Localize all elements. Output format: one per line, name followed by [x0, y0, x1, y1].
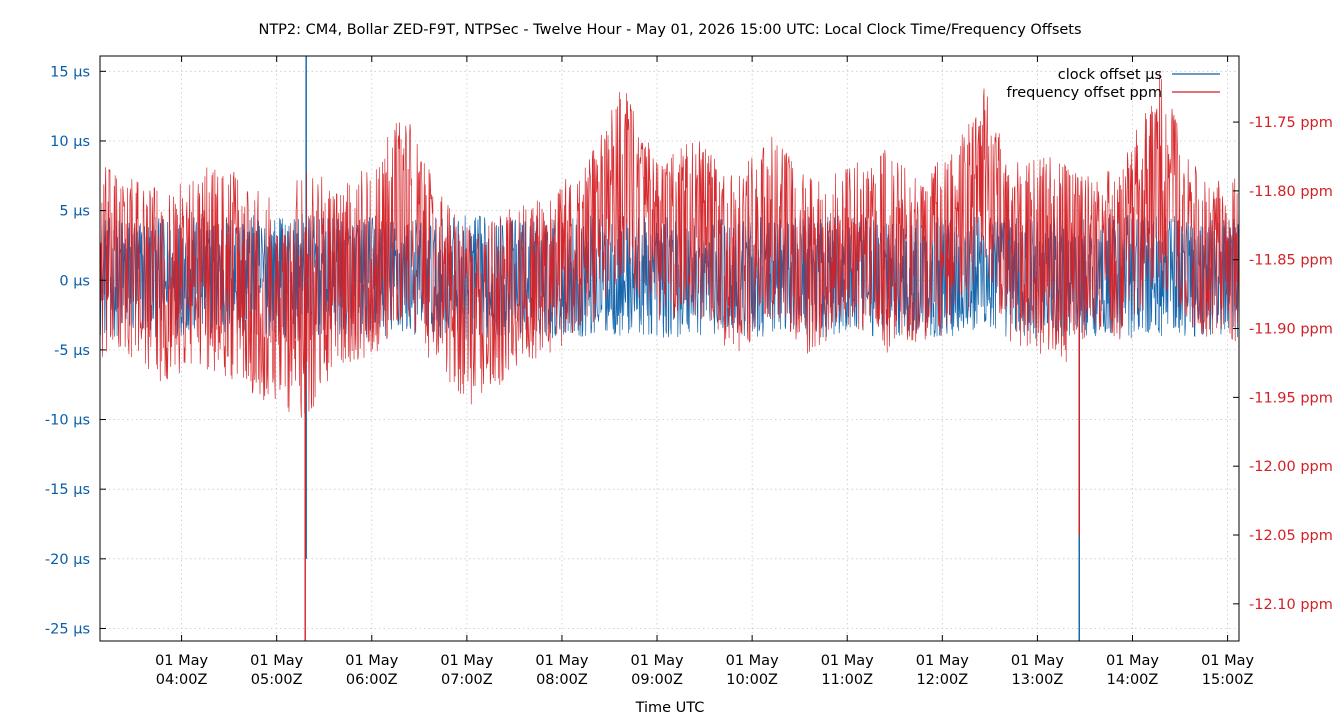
axes-group: 01 May 04:00Z 01 May 05:00Z 01 May 06:00Z 01 M… [45, 56, 1333, 688]
legend-entry-label: clock offset µs [1058, 67, 1162, 83]
grid-group [100, 56, 1239, 641]
x-tick-label-time: 04:00Z [156, 672, 208, 688]
x-axis-label: Time UTC [635, 700, 705, 716]
y-tick-label: -5 µs [54, 343, 90, 359]
y2-tick-label: -12.00 ppm [1249, 459, 1333, 475]
x-tick-label-date: 01 May [1011, 653, 1064, 669]
x-tick-label-date: 01 May [821, 653, 874, 669]
x-tick-label-date: 01 May [250, 653, 303, 669]
x-tick-label-time: 15:00Z [1202, 672, 1254, 688]
y-tick-label: 10 µs [50, 134, 90, 150]
y-tick-label: 0 µs [59, 273, 90, 289]
x-tick-label-date: 01 May [440, 653, 493, 669]
y2-tick-label: -12.10 ppm [1249, 597, 1333, 613]
legend-entry-label: frequency offset ppm [1007, 85, 1163, 101]
x-tick-label-time: 05:00Z [251, 672, 303, 688]
y-tick-label: -10 µs [45, 413, 90, 429]
x-tick-label-date: 01 May [916, 653, 969, 669]
y-tick-label: -20 µs [45, 552, 90, 568]
legend: clock offset µs frequency offset ppm [1007, 67, 1220, 101]
x-tick-label-time: 13:00Z [1012, 672, 1064, 688]
x-tick-label-date: 01 May [155, 653, 208, 669]
y2-tick-label: -11.75 ppm [1249, 115, 1333, 131]
series-line-1 [100, 71, 1239, 418]
y-tick-label: -25 µs [45, 621, 90, 637]
series-group [100, 56, 1239, 641]
chart-title: NTP2: CM4, Bollar ZED-F9T, NTPSec - Twel… [258, 22, 1081, 38]
x-tick-label-time: 09:00Z [631, 672, 683, 688]
y2-tick-label: -11.80 ppm [1249, 184, 1333, 200]
x-tick-label-date: 01 May [1201, 653, 1254, 669]
plot-frame [99, 55, 1240, 642]
y-tick-label: 15 µs [50, 64, 90, 80]
x-tick-label-date: 01 May [345, 653, 398, 669]
x-tick-label-time: 14:00Z [1107, 672, 1159, 688]
y2-tick-label: -11.95 ppm [1249, 390, 1333, 406]
x-tick-label-date: 01 May [1106, 653, 1159, 669]
x-tick-label-date: 01 May [726, 653, 779, 669]
x-tick-label-time: 08:00Z [536, 672, 588, 688]
y2-tick-label: -12.05 ppm [1249, 528, 1333, 544]
x-tick-label-time: 10:00Z [726, 672, 778, 688]
x-tick-label-time: 07:00Z [441, 672, 493, 688]
x-tick-label-time: 11:00Z [821, 672, 873, 688]
y2-tick-label: -11.90 ppm [1249, 322, 1333, 338]
y-tick-label: 5 µs [59, 204, 90, 220]
y-tick-label: -15 µs [45, 482, 90, 498]
x-tick-label-date: 01 May [631, 653, 684, 669]
x-tick-label-time: 12:00Z [916, 672, 968, 688]
x-tick-label-time: 06:00Z [346, 672, 398, 688]
x-tick-label-date: 01 May [535, 653, 588, 669]
y2-tick-label: -11.85 ppm [1249, 253, 1333, 269]
